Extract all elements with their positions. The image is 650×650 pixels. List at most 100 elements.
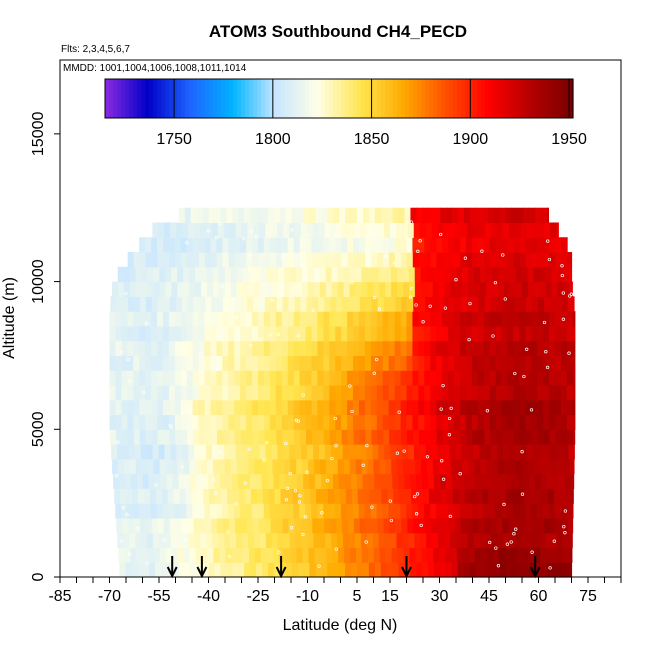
heatmap-cell	[242, 266, 250, 283]
heatmap-cell	[528, 473, 536, 489]
sample-point	[247, 285, 251, 290]
heatmap-cell	[440, 562, 447, 578]
heatmap-cell	[507, 414, 515, 430]
heatmap-cell	[328, 488, 335, 504]
colorbar-swatch	[525, 79, 530, 118]
heatmap-cell	[198, 414, 206, 430]
heatmap-cell	[276, 429, 283, 445]
heatmap-cell	[353, 252, 360, 268]
heatmap-cell	[234, 503, 241, 519]
heatmap-cell	[528, 547, 535, 563]
heatmap-cell	[560, 399, 568, 416]
heatmap-cell	[425, 296, 432, 312]
heatmap-cell	[448, 340, 455, 357]
heatmap-cell	[561, 252, 568, 268]
sample-point	[218, 221, 222, 226]
heatmap-cell	[382, 399, 390, 416]
heatmap-cell	[162, 370, 170, 386]
heatmap-cell	[539, 281, 547, 297]
heatmap-cell	[343, 281, 351, 297]
heatmap-cell	[460, 429, 468, 445]
heatmap-cell	[472, 429, 479, 445]
heatmap-cell	[477, 340, 485, 357]
heatmap-cell	[434, 488, 442, 504]
heatmap-cell	[416, 562, 423, 578]
heatmap-cell	[489, 252, 497, 268]
heatmap-cell	[252, 325, 259, 342]
heatmap-cell	[523, 562, 530, 578]
heatmap-cell	[331, 532, 338, 549]
sample-point	[372, 371, 376, 375]
heatmap-cell	[495, 355, 503, 371]
heatmap-cell	[572, 325, 576, 342]
heatmap-cell	[415, 458, 422, 475]
heatmap-cell	[370, 503, 378, 519]
heatmap-cell	[324, 517, 331, 534]
sample-point	[288, 471, 292, 476]
heatmap-cell	[335, 370, 342, 386]
heatmap-cell	[467, 444, 474, 460]
heatmap-cell	[449, 532, 457, 549]
heatmap-cell	[287, 384, 295, 401]
heatmap-cell	[564, 562, 572, 578]
heatmap-cell	[347, 296, 355, 312]
heatmap-cell	[171, 547, 179, 563]
heatmap-cell	[515, 281, 523, 297]
heatmap-cell	[248, 266, 255, 283]
heatmap-cell	[248, 458, 256, 475]
heatmap-cell	[392, 207, 400, 224]
heatmap-cell	[511, 562, 518, 578]
heatmap-cell	[510, 458, 517, 475]
heatmap-cell	[217, 222, 225, 238]
heatmap-cell	[323, 370, 330, 386]
heatmap-cell	[263, 370, 271, 386]
heatmap-cell	[161, 488, 169, 504]
heatmap-cell	[327, 562, 334, 578]
heatmap-cell	[418, 414, 425, 430]
heatmap-cell	[509, 532, 516, 549]
heatmap-cell	[186, 325, 194, 342]
heatmap-cell	[131, 562, 138, 578]
sample-point	[296, 334, 301, 338]
heatmap-cell	[151, 296, 159, 312]
heatmap-cell	[280, 488, 288, 504]
heatmap-cell	[372, 222, 379, 238]
sample-point	[488, 540, 492, 545]
heatmap-cell	[330, 222, 338, 238]
heatmap-cell	[204, 414, 212, 430]
heatmap-cell	[418, 252, 426, 268]
heatmap-cell	[133, 399, 140, 416]
heatmap-cell	[266, 266, 273, 283]
heatmap-cell	[231, 473, 239, 489]
heatmap-cell	[346, 503, 354, 519]
x-tick-label: -10	[296, 588, 319, 605]
heatmap-cell	[258, 340, 265, 357]
heatmap-cell	[217, 444, 225, 460]
heatmap-cell	[207, 547, 214, 563]
heatmap-cell	[181, 296, 189, 312]
heatmap-cell	[404, 562, 412, 578]
heatmap-cell	[336, 517, 343, 534]
colorbar-swatch	[141, 79, 146, 118]
heatmap-cell	[376, 414, 384, 430]
heatmap-cell	[364, 384, 372, 401]
heatmap-cell	[432, 266, 440, 283]
sample-point	[135, 527, 140, 531]
heatmap-cell	[258, 517, 266, 534]
heatmap-cell	[279, 473, 287, 489]
heatmap-cell	[474, 458, 481, 475]
heatmap-cell	[151, 384, 158, 401]
heatmap-cell	[246, 311, 253, 327]
heatmap-cell	[326, 547, 333, 563]
sample-point	[520, 450, 524, 454]
heatmap-cell	[283, 532, 291, 549]
heatmap-cell	[418, 311, 425, 327]
heatmap-cell	[125, 562, 132, 578]
heatmap-cell	[159, 266, 166, 283]
heatmap-cell	[307, 266, 315, 283]
heatmap-cell	[295, 266, 303, 283]
heatmap-cell	[409, 547, 416, 563]
heatmap-cell	[389, 429, 396, 445]
heatmap-cell	[446, 488, 454, 504]
sample-point	[184, 538, 188, 542]
